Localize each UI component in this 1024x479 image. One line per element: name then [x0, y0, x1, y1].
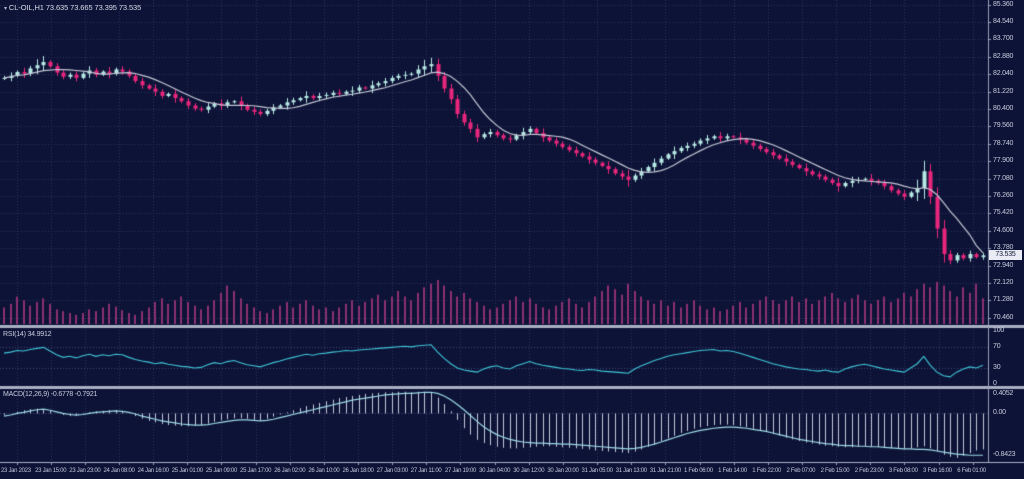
macd-axis-label: 0.00 [993, 409, 1006, 417]
symbol-ohlc-readout: CL-OIL,H1 73.635 73.665 73.395 73.535 [8, 3, 142, 12]
price-axis-label: 82.040 [993, 70, 1014, 78]
time-axis-label: 31 Jan 05:00 [581, 468, 613, 474]
time-axis-label: 23 Jan 2023 [1, 468, 31, 474]
price-axis-label: 85.360 [993, 0, 1014, 8]
time-axis-label: 27 Jan 11:00 [410, 468, 442, 474]
time-axis-label: 3 Feb 16:00 [923, 468, 952, 474]
price-axis-label: 77.900 [993, 157, 1014, 165]
macd-axis-label: 0.4052 [993, 390, 1014, 397]
price-axis-label: 72.120 [993, 278, 1014, 286]
price-axis-label: 78.740 [993, 139, 1014, 147]
time-axis-label: 1 Feb 14:00 [718, 468, 747, 474]
price-axis-label: 72.940 [993, 261, 1014, 269]
time-axis-label: 2 Feb 15:00 [820, 468, 850, 474]
time-axis-label: 27 Jan 03:00 [376, 468, 408, 474]
time-axis-label: 27 Jan 19:00 [444, 468, 477, 474]
time-axis-label: 24 Jan 08:00 [103, 468, 135, 474]
time-axis-label: 26 Jan 02:00 [274, 468, 306, 474]
time-axis-label: 26 Jan 10:00 [308, 468, 340, 474]
price-axis-label: 83.700 [993, 35, 1014, 43]
rsi-indicator-label: RSI(14) 34.9912 [3, 331, 52, 338]
price-axis-label: 74.600 [993, 226, 1014, 234]
time-axis-label: 1 Feb 22:00 [752, 468, 782, 474]
price-axis-label: 84.540 [993, 17, 1014, 25]
symbol-marker-icon: ▾ [4, 6, 7, 12]
time-axis-label: 31 Jan 21:00 [649, 468, 681, 474]
price-axis-label: 82.880 [993, 52, 1014, 60]
current-price-tag: 73.535 [989, 250, 1022, 261]
rsi-axis-label: 100 [993, 327, 1005, 334]
price-axis-label: 81.220 [993, 87, 1014, 95]
price-axis-label: 80.400 [993, 104, 1014, 112]
price-axis-label: 77.080 [993, 174, 1014, 182]
time-axis-label: 23 Jan 23:00 [69, 468, 101, 474]
time-axis-label: 25 Jan 09:00 [205, 468, 237, 474]
time-axis-label: 25 Jan 01:00 [171, 468, 203, 474]
time-axis-label: 31 Jan 13:00 [615, 468, 647, 474]
macd-indicator-label: MACD(12,26,9) -0.6778 -0.7921 [3, 391, 98, 398]
price-axis-label: 76.260 [993, 191, 1014, 199]
price-axis-label: 73.780 [993, 244, 1014, 252]
time-axis-label: 3 Feb 08:00 [888, 468, 918, 474]
chart-title: ▾ CL-OIL,H1 73.635 73.665 73.395 73.535 [4, 3, 141, 12]
time-axis-label: 23 Jan 15:00 [35, 468, 67, 474]
time-axis-label: 26 Jan 18:00 [342, 468, 374, 474]
rsi-axis-label: 0 [993, 379, 997, 387]
time-axis-label: 2 Feb 23:00 [854, 468, 884, 474]
time-axis-label: 30 Jan 04:00 [479, 468, 511, 474]
rsi-axis-label: 30 [993, 363, 1001, 371]
rsi-axis-label: 70 [993, 342, 1001, 350]
time-axis-label: 30 Jan 12:00 [513, 468, 545, 474]
time-axis-label: 30 Jan 20:00 [547, 468, 579, 474]
time-axis-label: 24 Jan 16:00 [137, 468, 169, 474]
macd-axis-label: -0.8423 [993, 451, 1016, 458]
price-axis-label: 70.460 [993, 313, 1014, 321]
time-axis-label: 6 Feb 01:00 [957, 468, 986, 474]
price-axis-label: 79.560 [993, 122, 1014, 130]
price-axis-label: 75.420 [993, 209, 1014, 217]
time-axis-label: 1 Feb 06:00 [684, 468, 713, 474]
time-axis-label: 25 Jan 17:00 [240, 468, 272, 474]
time-axis-label: 2 Feb 07:00 [786, 468, 816, 474]
price-axis-label: 71.280 [993, 296, 1014, 304]
